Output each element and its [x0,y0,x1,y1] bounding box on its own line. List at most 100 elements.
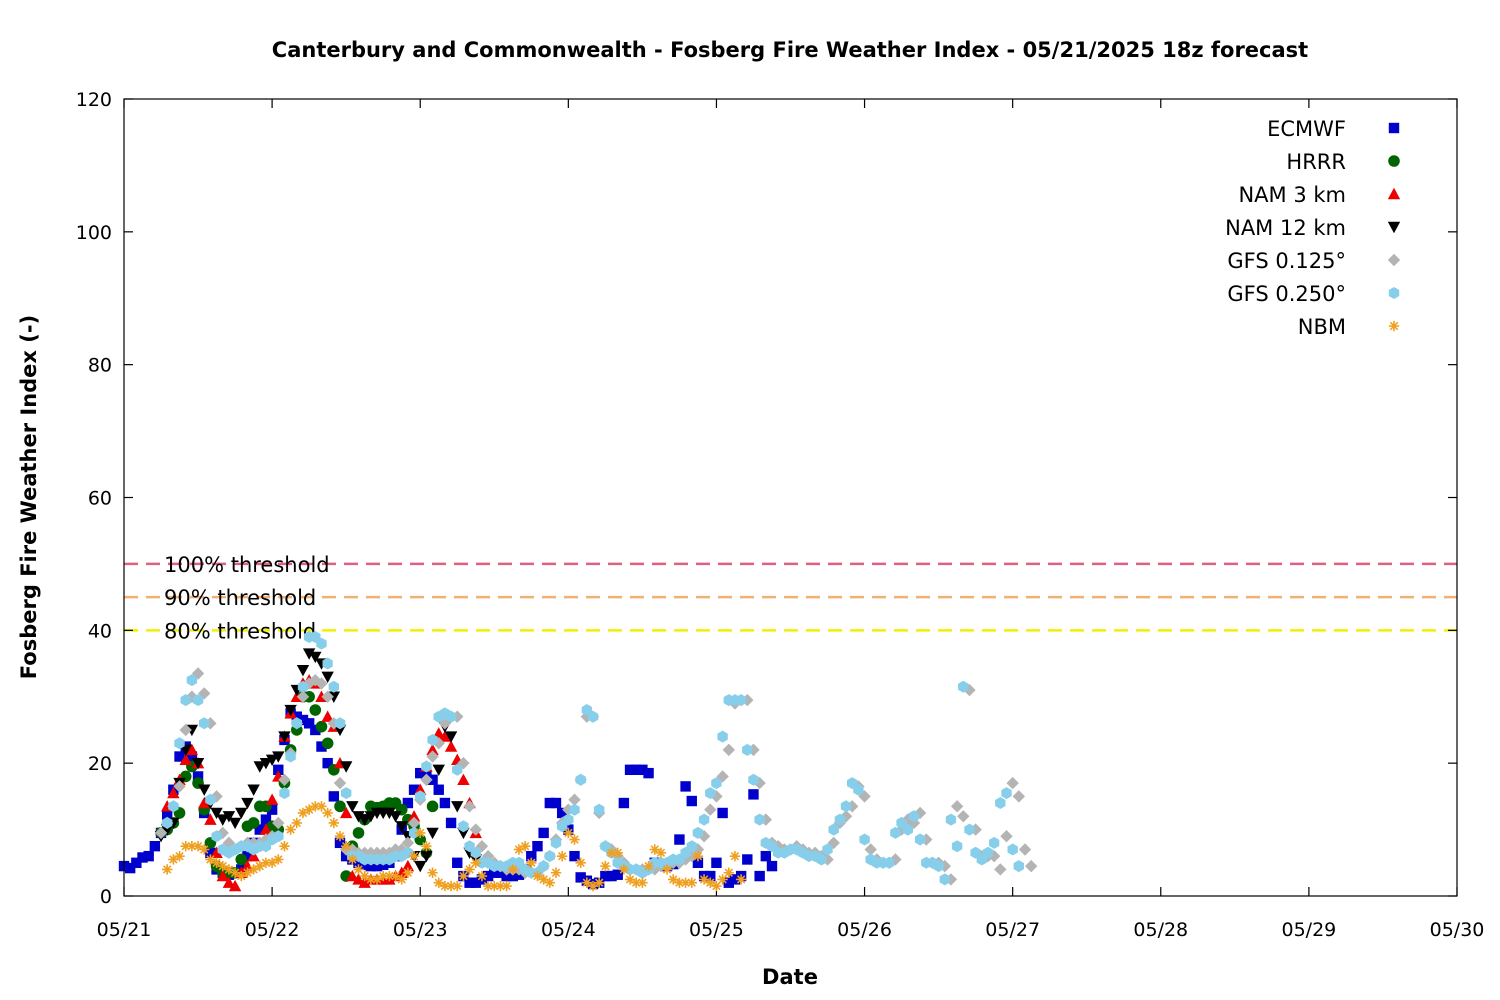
data-point [407,810,421,822]
data-point [569,850,580,862]
data-point [180,694,191,707]
y-tick-label: 60 [88,488,112,510]
data-point [174,737,185,750]
y-tick-label: 40 [88,620,112,642]
data-point [507,870,518,882]
data-point [315,677,328,690]
data-point [340,850,352,862]
data-point [254,824,265,835]
data-point [438,730,452,742]
data-point [309,673,322,687]
data-point [396,874,407,885]
data-point [402,797,414,809]
data-point [705,870,716,882]
data-point [347,854,358,865]
data-point [278,773,291,786]
data-point [199,844,210,855]
data-point [538,860,549,873]
y-axis-label: Fosberg Fire Weather Index (-) [17,315,41,679]
data-point [167,786,180,799]
data-point [550,867,562,878]
data-points [118,631,1038,892]
data-point [346,801,359,813]
data-point [137,852,148,863]
x-axis-label: Date [762,965,818,989]
data-point [532,870,543,882]
data-point [711,880,722,892]
data-point [957,810,970,823]
data-point [241,797,254,810]
legend-marker [1388,155,1400,167]
data-point [199,717,210,730]
data-point [222,876,236,888]
chart-title: Canterbury and Commonwealth - Fosberg Fi… [272,38,1308,62]
data-point [259,833,273,846]
data-point [618,797,630,809]
data-point [476,870,488,882]
data-point [489,880,500,892]
data-point [452,880,463,892]
data-point [186,674,198,687]
data-point [444,740,458,752]
data-point [451,801,464,813]
data-point [210,807,223,820]
data-point [969,823,982,836]
data-point [742,854,753,865]
data-point [328,791,340,802]
data-point [711,857,722,868]
threshold-label: 100% threshold [164,553,330,577]
data-point [890,826,901,839]
data-point [697,830,711,843]
data-point [365,860,377,872]
data-point [822,843,833,856]
x-tick-label: 05/21 [97,919,152,941]
data-point [846,800,859,813]
data-point [674,834,685,845]
data-point [495,880,506,892]
data-point [222,811,236,823]
data-point [482,880,494,892]
data-point [458,870,469,882]
data-point [353,864,364,875]
data-point [383,807,396,820]
data-point [259,757,273,770]
data-point [334,800,346,813]
legend-marker [1387,253,1401,267]
data-point [333,724,347,737]
data-point [834,813,846,826]
data-point [198,784,211,796]
data-point [951,840,963,853]
data-point [482,870,494,882]
data-point [631,764,642,776]
data-point [538,874,549,885]
y-tick-label: 120 [76,89,112,111]
data-point [229,867,241,878]
data-point [328,817,340,829]
data-point [563,827,574,839]
threshold-label: 80% threshold [164,619,316,643]
data-point [415,790,426,803]
data-point [692,826,704,839]
data-point [296,690,310,703]
data-point [322,807,333,819]
data-point [321,710,334,722]
data-point [469,823,482,836]
data-point [445,880,457,892]
data-point [945,813,957,826]
data-point [556,850,568,862]
data-point [272,751,285,763]
data-point [457,827,470,840]
data-point [470,857,481,868]
data-point [414,783,427,795]
data-point [334,831,346,842]
data-point [1024,859,1038,873]
data-point [353,857,364,868]
data-point [489,867,500,878]
data-point [939,873,950,886]
data-point [859,833,870,846]
data-point [575,872,586,883]
data-point [359,870,370,882]
data-point [273,854,284,865]
data-point [310,724,321,736]
data-point [421,840,432,852]
